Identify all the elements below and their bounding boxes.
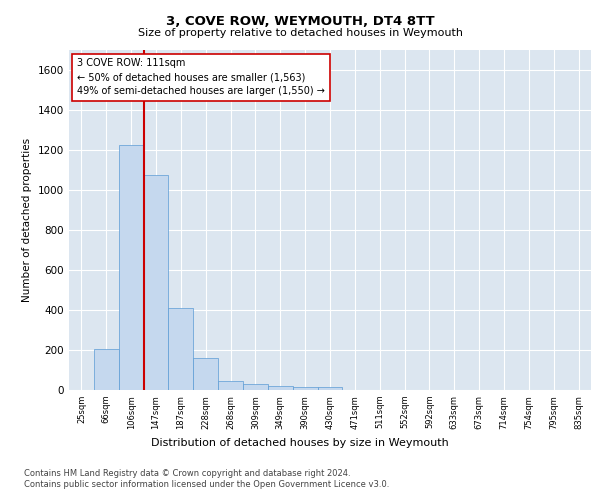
Bar	[143, 175, 169, 390]
Bar	[317, 388, 343, 390]
Text: 3 COVE ROW: 111sqm
← 50% of detached houses are smaller (1,563)
49% of semi-deta: 3 COVE ROW: 111sqm ← 50% of detached hou…	[77, 58, 325, 96]
Bar	[243, 384, 268, 390]
Bar	[193, 358, 218, 390]
Text: Distribution of detached houses by size in Weymouth: Distribution of detached houses by size …	[151, 438, 449, 448]
Bar	[218, 382, 243, 390]
Text: Size of property relative to detached houses in Weymouth: Size of property relative to detached ho…	[137, 28, 463, 38]
Text: 3, COVE ROW, WEYMOUTH, DT4 8TT: 3, COVE ROW, WEYMOUTH, DT4 8TT	[166, 15, 434, 28]
Bar	[293, 387, 317, 390]
Bar	[94, 349, 119, 390]
Text: Contains public sector information licensed under the Open Government Licence v3: Contains public sector information licen…	[24, 480, 389, 489]
Bar	[268, 386, 293, 390]
Y-axis label: Number of detached properties: Number of detached properties	[22, 138, 32, 302]
Bar	[119, 145, 143, 390]
Text: Contains HM Land Registry data © Crown copyright and database right 2024.: Contains HM Land Registry data © Crown c…	[24, 469, 350, 478]
Bar	[169, 308, 193, 390]
